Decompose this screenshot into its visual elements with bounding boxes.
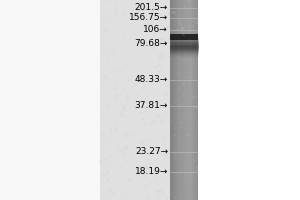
Bar [0,0,100,200]
Bar [187,0,188,200]
Bar [194,0,195,200]
Text: 201.5→: 201.5→ [135,3,168,12]
Text: 106→: 106→ [143,25,168,34]
Bar [177,0,178,200]
Bar [196,0,198,200]
Bar [184,0,185,200]
Bar [192,0,194,200]
Text: 156.75→: 156.75→ [129,14,168,22]
Text: 48.33→: 48.33→ [135,75,168,84]
Bar [188,0,190,200]
Text: 37.81→: 37.81→ [135,102,168,110]
Bar [178,0,180,200]
Bar [185,0,187,200]
Bar [171,0,173,200]
Bar [170,34,198,40]
Bar [191,0,192,200]
Bar [180,0,181,200]
Bar [174,0,175,200]
Text: 23.27→: 23.27→ [135,148,168,156]
Bar [190,0,191,200]
Text: 79.68→: 79.68→ [135,40,168,48]
Bar [195,0,196,200]
Bar [176,0,177,200]
Bar [181,0,183,200]
Bar [183,0,184,200]
Bar [173,0,174,200]
Text: 18.19→: 18.19→ [135,168,168,176]
Bar [198,0,300,200]
Bar [170,0,171,200]
